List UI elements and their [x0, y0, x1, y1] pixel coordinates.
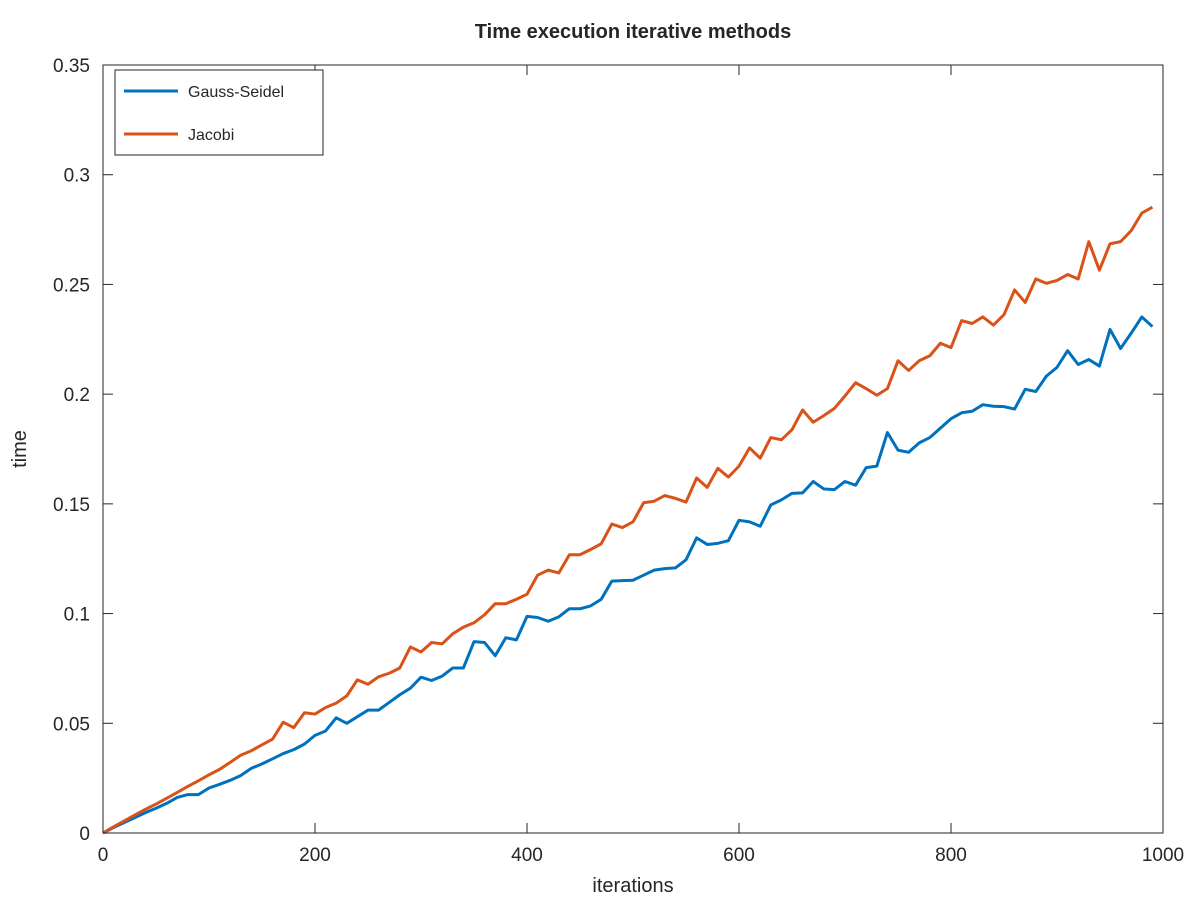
chart-title: Time execution iterative methods	[475, 21, 791, 43]
plot-area	[103, 65, 1163, 833]
y-tick-label: 0.2	[64, 385, 90, 406]
legend-box	[114, 69, 324, 156]
y-tick-label: 0.1	[64, 605, 90, 626]
legend-label-jacobi: Jacobi	[188, 127, 234, 144]
x-tick-label: 400	[511, 845, 543, 866]
y-tick-label: 0.3	[64, 166, 90, 187]
legend-label-gauss-seidel: Gauss-Seidel	[188, 84, 284, 101]
y-tick-label: 0.05	[53, 714, 90, 735]
y-tick-label: 0.25	[53, 275, 90, 296]
y-tick-label: 0.15	[53, 495, 90, 516]
x-tick-label: 800	[935, 845, 967, 866]
y-tick-label: 0	[79, 824, 90, 845]
series-line-gauss-seidel	[102, 315, 1154, 835]
x-axis-ticks: 0 200 400 600 800 1000	[98, 65, 1184, 866]
y-axis-ticks: 0 0.05 0.1 0.15 0.2 0.25 0.3 0.35	[53, 56, 1163, 845]
x-axis-label: iterations	[592, 875, 673, 897]
legend: Gauss-Seidel Jacobi	[114, 69, 324, 156]
x-tick-label: 0	[98, 845, 109, 866]
plot-box	[102, 64, 1164, 834]
series-layer	[102, 205, 1154, 835]
x-tick-label: 600	[723, 845, 755, 866]
x-tick-label: 200	[299, 845, 331, 866]
y-axis-label: time	[9, 430, 31, 468]
y-tick-label: 0.35	[53, 56, 90, 77]
x-tick-label: 1000	[1142, 845, 1184, 866]
series-line-jacobi	[102, 205, 1154, 835]
